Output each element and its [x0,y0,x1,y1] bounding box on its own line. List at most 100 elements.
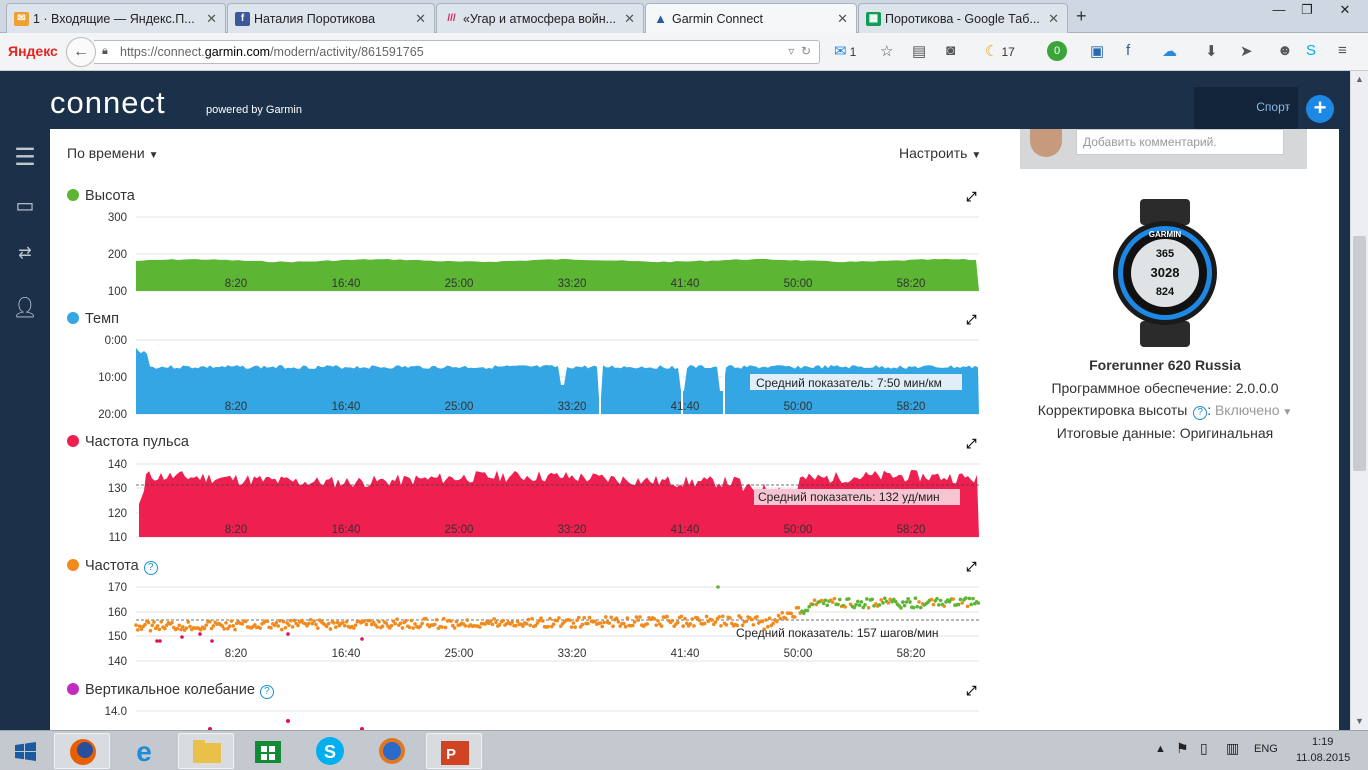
help-icon[interactable]: ? [143,561,158,575]
cadence-point [857,603,862,607]
tab-title: 1 · Входящие — Яндекс.П... [33,12,195,26]
taskbar-ie[interactable]: e [116,733,172,769]
scroll-down-icon[interactable]: ▼ [1355,716,1364,726]
taskbar-maps[interactable] [364,733,420,769]
badge-count: 0 [1053,45,1061,57]
cadence-point [825,603,829,608]
inbox-icon[interactable]: ▭ [15,195,35,217]
scroll-up-icon[interactable]: ▲ [1355,74,1364,84]
facebook-icon[interactable]: f [1126,42,1131,59]
download-icon[interactable]: ⬇ [1205,43,1218,60]
hamburger-menu-icon[interactable]: ☰ [14,144,36,171]
cadence-point [838,597,842,602]
connections-icon[interactable]: ⇄ [18,245,32,262]
close-icon[interactable]: ✕ [624,11,635,26]
cadence-point [960,601,964,605]
sport-button[interactable]: Спорт · [1194,87,1298,129]
taskbar-firefox[interactable] [54,733,110,769]
y-tick-label: 140 [108,656,127,668]
chat-icon[interactable]: ☻ [1277,42,1293,59]
connect-logo[interactable]: connect [50,85,166,120]
cloud-icon[interactable]: ☁ [1162,43,1177,60]
cadence-point [280,627,284,632]
weather-icon[interactable]: ☾ 17 [985,43,1015,60]
cadence-point [551,622,556,627]
bookmark-star-icon[interactable]: ☆ [880,43,894,60]
scrollbar-thumb[interactable] [1353,236,1366,471]
x-tick-label: 16:40 [332,648,361,660]
watch-value-2: 3028 [1151,265,1180,280]
new-tab-button[interactable]: + [1076,6,1087,26]
comment-input[interactable]: Добавить комментарий. [1076,129,1284,155]
pace-chart-title: Темп [67,311,119,327]
tab-facebook[interactable]: f Наталия Поротикова ✕ [227,3,435,33]
back-button[interactable]: ← [66,37,96,67]
taskbar-powerpoint[interactable]: P [426,733,482,769]
by-time-dropdown[interactable]: По времени ▼ [67,145,159,161]
language-indicator[interactable]: ENG [1254,743,1278,755]
help-icon[interactable]: ? [1193,406,1208,420]
lock-icon: 🔒︎ [102,45,108,57]
user-icon[interactable]: 👤︎ [12,297,38,319]
action-center-icon[interactable]: ⚑ [1176,740,1189,756]
tab-article[interactable]: /// «Угар и атмосфера войн... ✕ [436,3,644,33]
cadence-point [710,618,714,622]
close-icon[interactable]: ✕ [206,11,217,26]
page-scrollbar[interactable]: ▲ ▼ [1350,71,1368,730]
cadence-point [418,624,423,629]
battery-icon[interactable]: ▯ [1200,740,1208,756]
address-bar[interactable]: 🔒︎ https://connect.garmin.com/modern/act… [94,40,820,64]
customize-dropdown[interactable]: Настроить ▼ [899,145,981,161]
tab-google-sheets[interactable]: ▦ Поротикова - Google Таб... ✕ [858,3,1068,33]
expand-icon[interactable]: ⤢ [966,189,977,204]
yandex-logo[interactable]: Яндекс [8,43,58,59]
start-button[interactable] [2,733,48,769]
reload-icon[interactable]: ▿ ↻ [788,44,811,58]
tab-yandex-mail[interactable]: ✉ 1 · Входящие — Яндекс.П... ✕ [6,3,226,33]
cadence-point [272,623,277,628]
tray-chevron-icon[interactable]: ▲ [1155,743,1166,755]
tab-garmin-connect[interactable]: ▲ Garmin Connect ✕ [645,3,857,33]
network-icon[interactable]: ▥ [1226,740,1240,756]
close-window-button[interactable]: ✕ [1339,2,1351,17]
close-icon[interactable]: ✕ [415,11,426,26]
cadence-point [384,621,389,625]
pocket-icon[interactable]: ◙ [946,42,956,59]
expand-icon[interactable]: ⤢ [966,559,977,574]
reading-list-icon[interactable]: ▤ [912,43,927,60]
mail-icon[interactable]: ✉ 1 [834,43,857,60]
vertical-oscillation-point [208,727,212,730]
cadence-point [793,615,797,619]
menu-icon[interactable]: ≡ [1338,42,1347,59]
taskbar-store[interactable] [240,733,296,769]
help-icon[interactable]: ? [259,685,274,699]
clock-time[interactable]: 1:19 [1312,736,1334,748]
parking-icon[interactable]: ▣ [1090,43,1105,60]
clock-date[interactable]: 11.08.2015 [1296,752,1351,764]
x-tick-label: 33:20 [558,648,587,660]
cadence-average-label: Средний показатель: 157 шагов/мин [736,626,939,640]
cadence-point [170,620,174,625]
elevation-correction-label: Корректировка высоты [1037,402,1188,418]
store-icon [255,741,281,763]
cadence-point [776,613,781,618]
taskbar-skype[interactable]: S [302,733,358,769]
restore-button[interactable]: ❐ [1301,2,1313,17]
cadence-point [958,597,963,602]
x-tick-label: 50:00 [784,401,813,413]
expand-icon[interactable]: ⤢ [966,683,977,698]
add-button[interactable]: + [1306,95,1334,123]
expand-icon[interactable]: ⤢ [966,436,977,451]
close-icon[interactable]: ✕ [1048,11,1059,26]
cadence-point [137,624,142,629]
cadence-point [148,628,153,633]
taskbar-explorer[interactable] [178,733,234,769]
skype-icon[interactable]: S [1306,42,1317,59]
send-icon[interactable]: ➤ [1240,43,1253,60]
expand-icon[interactable]: ⤢ [966,312,977,327]
cadence-point [265,619,270,623]
extension-badge[interactable]: 0 [1047,41,1067,61]
close-icon[interactable]: ✕ [837,11,848,26]
minimize-button[interactable]: — [1272,2,1286,17]
elevation-correction-value[interactable]: Включено [1214,402,1280,418]
